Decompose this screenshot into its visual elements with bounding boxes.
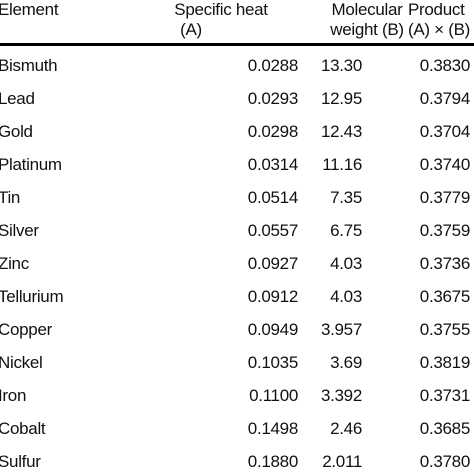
cell-product: 0.3780 — [419, 452, 471, 471]
cell-element: Tellurium — [0, 287, 64, 306]
cell-product: 0.3740 — [419, 155, 471, 174]
cell-molecular-weight: 13.30 — [320, 56, 362, 75]
cell-specific-heat: 0.1035 — [247, 353, 299, 372]
cell-specific-heat: 0.1100 — [249, 386, 298, 405]
cell-molecular-weight: 4.03 — [330, 254, 362, 273]
cell-product: 0.3759 — [419, 221, 471, 240]
header-molecular-weight: Molecular — [331, 0, 403, 19]
cell-molecular-weight: 4.03 — [330, 287, 362, 306]
cell-element: Gold — [0, 122, 33, 141]
cell-specific-heat: 0.1880 — [247, 452, 299, 471]
header-rule — [0, 43, 474, 46]
cell-element: Silver — [0, 221, 39, 240]
cell-product: 0.3755 — [419, 320, 471, 339]
cell-specific-heat: 0.0288 — [247, 56, 299, 75]
header-product: Product — [408, 0, 465, 19]
cell-element: Cobalt — [0, 419, 46, 438]
cell-element: Iron — [0, 386, 27, 405]
cell-product: 0.3779 — [419, 188, 471, 207]
cell-specific-heat: 0.0293 — [247, 89, 299, 108]
cell-specific-heat: 0.0514 — [247, 188, 299, 207]
header-specific-heat-unit: (A) — [180, 20, 202, 39]
cell-molecular-weight: 12.43 — [320, 122, 362, 141]
cell-element: Copper — [0, 320, 52, 339]
cell-element: Nickel — [0, 353, 43, 372]
cell-product: 0.3794 — [419, 89, 471, 108]
cell-specific-heat: 0.0949 — [247, 320, 299, 339]
cell-molecular-weight: 2.011 — [322, 452, 362, 471]
cell-molecular-weight: 3.392 — [320, 386, 362, 405]
cell-molecular-weight: 3.69 — [330, 353, 362, 372]
cell-product: 0.3675 — [419, 287, 471, 306]
cell-molecular-weight: 2.46 — [330, 419, 362, 438]
cell-product: 0.3736 — [419, 254, 471, 273]
cell-molecular-weight: 11.16 — [322, 155, 362, 174]
cell-specific-heat: 0.0927 — [247, 254, 299, 273]
cell-product: 0.3704 — [419, 122, 471, 141]
cell-specific-heat: 0.0314 — [247, 155, 299, 174]
cell-molecular-weight: 6.75 — [330, 221, 362, 240]
cell-molecular-weight: 12.95 — [320, 89, 362, 108]
cell-product: 0.3731 — [419, 386, 471, 405]
cell-specific-heat: 0.0912 — [247, 287, 299, 306]
cell-element: Sulfur — [0, 452, 41, 471]
cell-molecular-weight: 7.35 — [330, 188, 362, 207]
cell-specific-heat: 0.0298 — [247, 122, 299, 141]
cell-product: 0.3685 — [419, 419, 471, 438]
cell-molecular-weight: 3.957 — [320, 320, 362, 339]
cell-element: Bismuth — [0, 56, 58, 75]
header-product-unit: (A) × (B) — [408, 20, 470, 39]
cell-product: 0.3830 — [419, 56, 471, 75]
cell-element: Platinum — [0, 155, 62, 174]
cell-element: Lead — [0, 89, 35, 108]
header-element: Element — [0, 0, 59, 19]
cell-element: Tin — [0, 188, 21, 207]
cell-product: 0.3819 — [419, 353, 471, 372]
header-specific-heat: Specific heat — [174, 0, 268, 19]
cell-specific-heat: 0.0557 — [247, 221, 299, 240]
cell-specific-heat: 0.1498 — [247, 419, 299, 438]
header-molecular-weight-unit: weight (B) — [330, 20, 404, 39]
cell-element: Zinc — [0, 254, 29, 273]
